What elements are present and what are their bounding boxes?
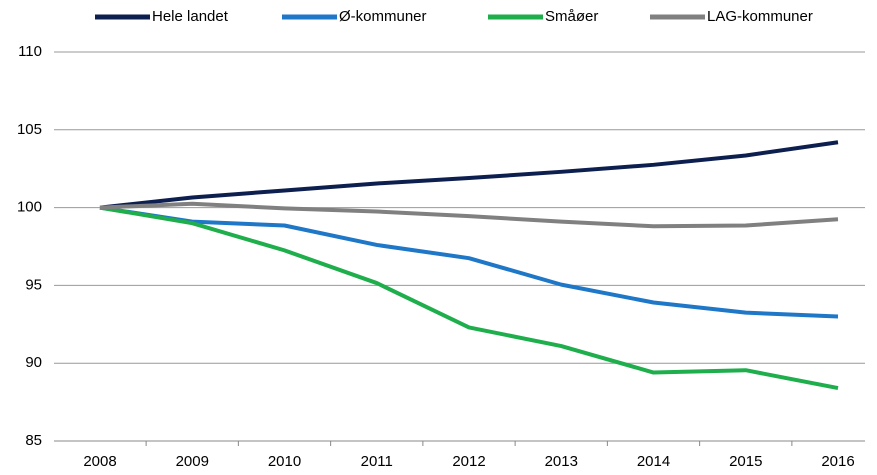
legend-label: LAG-kommuner [707, 8, 813, 25]
x-tick-label: 2016 [821, 453, 854, 470]
series-line [99, 140, 839, 210]
legend-label: Hele landet [152, 8, 229, 25]
series-line [99, 201, 839, 229]
legend-label: Ø-kommuner [339, 8, 427, 25]
y-tick-label: 95 [25, 276, 42, 293]
x-tick-label: 2012 [452, 453, 485, 470]
x-tick-label: 2015 [729, 453, 762, 470]
y-tick-label: 110 [18, 43, 42, 60]
x-tick-label: 2011 [361, 453, 393, 470]
x-tick-label: 2008 [83, 453, 116, 470]
y-tick-label: 100 [17, 199, 42, 216]
series-line [99, 205, 839, 391]
y-tick-label: 90 [25, 354, 42, 371]
legend-label: Småøer [545, 8, 598, 25]
x-tick-label: 2014 [637, 453, 670, 470]
x-tick-label: 2013 [545, 453, 578, 470]
y-tick-label: 85 [25, 432, 42, 449]
x-tick-label: 2010 [268, 453, 301, 470]
y-tick-label: 105 [17, 121, 42, 138]
series-line [99, 205, 839, 319]
x-tick-label: 2009 [176, 453, 209, 470]
